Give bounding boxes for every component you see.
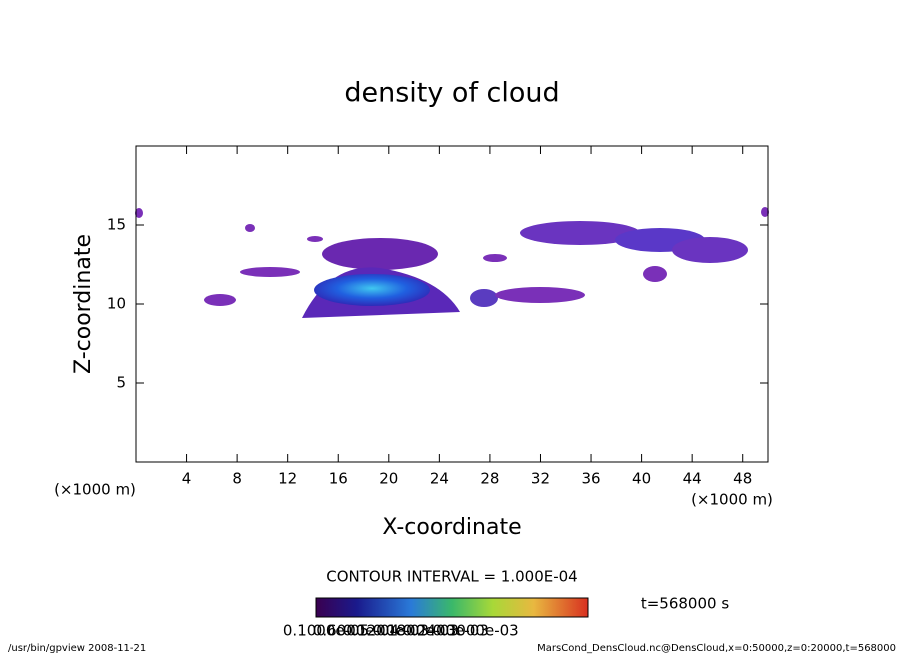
colorbar-label: 0.6000e-04 <box>313 622 399 640</box>
x-tick-label: 8 <box>232 470 242 488</box>
x-tick-label: 28 <box>480 470 499 488</box>
time-label: t=568000 s <box>641 595 729 613</box>
cloud <box>520 221 640 245</box>
x-tick-label: 48 <box>733 470 752 488</box>
colorbar-label: 0.2400e-03 <box>403 622 489 640</box>
y-tick-label: 15 <box>107 216 126 234</box>
cloud <box>245 224 255 232</box>
cloud <box>240 267 300 277</box>
x-tick-label: 4 <box>182 470 192 488</box>
colorbar <box>315 597 589 618</box>
cloud <box>307 236 323 242</box>
cloud <box>672 237 748 263</box>
cloud <box>643 266 667 282</box>
cloud-field <box>135 207 769 318</box>
x-tick-label: 20 <box>379 470 398 488</box>
x-tick-label: 36 <box>581 470 600 488</box>
x-unit-right: (×1000 m) <box>691 491 773 509</box>
cloud <box>483 254 507 262</box>
cloud <box>495 287 585 303</box>
cloud <box>135 208 143 218</box>
x-unit-left: (×1000 m) <box>54 481 136 499</box>
footer-left: /usr/bin/gpview 2008-11-21 <box>8 643 146 654</box>
y-tick-label: 10 <box>107 295 126 313</box>
colorbar-label: 0.1000e-05 <box>283 622 369 640</box>
y-tick-label: 5 <box>116 374 126 392</box>
cloud <box>314 274 430 306</box>
cloud <box>470 289 498 307</box>
colorbar-label: 0.1800e-03 <box>373 622 459 640</box>
footer-right: MarsCond_DensCloud.nc@DensCloud,x=0:5000… <box>537 643 896 654</box>
x-tick-label: 44 <box>683 470 702 488</box>
x-tick-label: 24 <box>430 470 449 488</box>
x-tick-label: 16 <box>329 470 348 488</box>
x-tick-label: 12 <box>278 470 297 488</box>
x-tick-label: 32 <box>531 470 550 488</box>
y-axis-label: Z-coordinate <box>71 234 96 374</box>
cloud <box>761 207 769 217</box>
colorbar-label: 0.3000e-03 <box>432 622 518 640</box>
x-tick-label: 40 <box>632 470 651 488</box>
cloud <box>204 294 236 306</box>
colorbar-label: 0.1200e-03 <box>343 622 429 640</box>
contour-interval: CONTOUR INTERVAL = 1.000E-04 <box>326 568 577 586</box>
cloud <box>322 238 438 270</box>
x-axis-label: X-coordinate <box>382 515 521 540</box>
chart-title: density of cloud <box>344 78 559 109</box>
